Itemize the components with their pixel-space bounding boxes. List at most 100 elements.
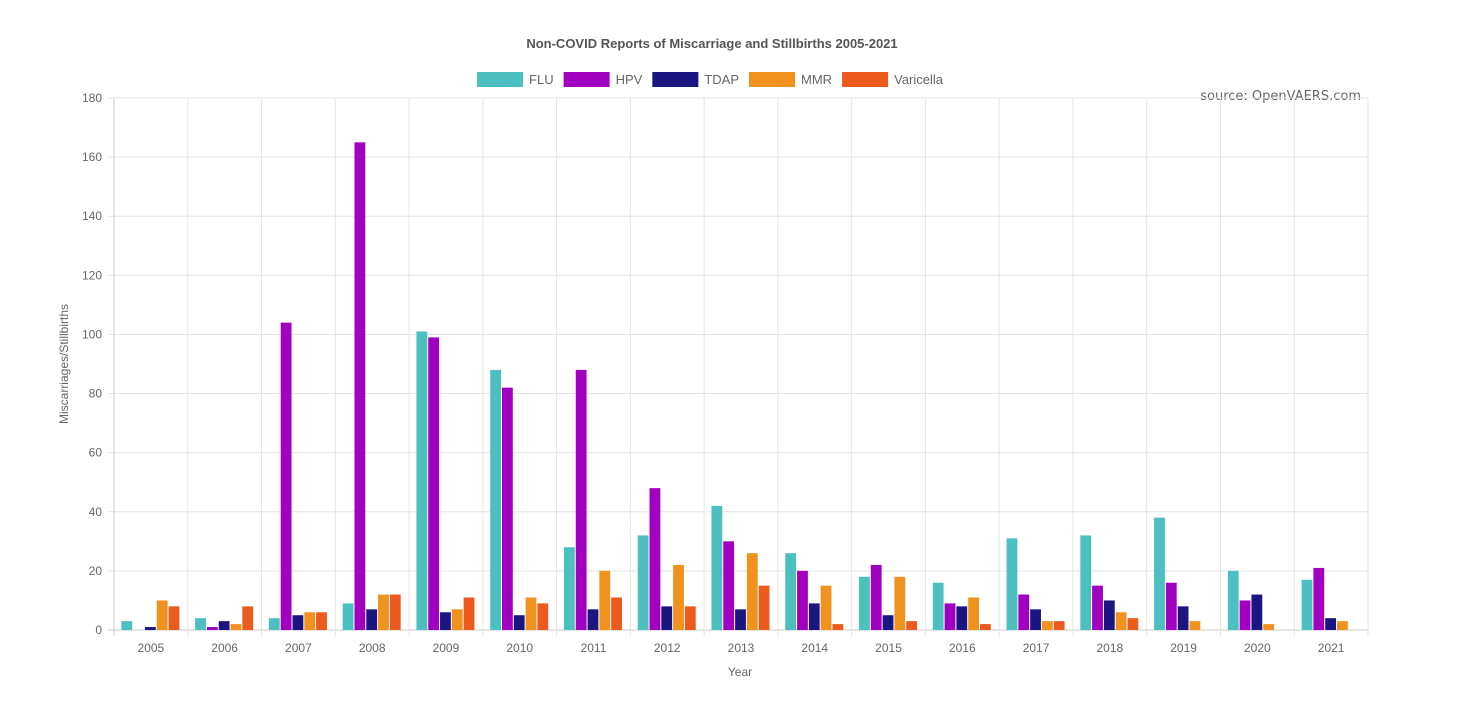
bar-flu-2018 — [1080, 535, 1092, 630]
bar-mmr-2018 — [1115, 612, 1127, 630]
x-tick-label: 2014 — [801, 641, 828, 655]
bar-tdap-2009 — [440, 612, 451, 630]
bar-tdap-2006 — [218, 621, 230, 630]
bar-hpv-2018 — [1092, 585, 1103, 630]
legend-label-mmr[interactable]: MMR — [801, 72, 832, 87]
bar-flu-2007 — [268, 618, 280, 630]
y-tick-label: 100 — [82, 327, 102, 341]
legend-swatch-varicella[interactable] — [842, 72, 889, 87]
bar-mmr-2012 — [673, 564, 684, 630]
bar-varicella-2006 — [242, 606, 254, 630]
bar-tdap-2008 — [366, 609, 378, 630]
gridlines — [108, 97, 1369, 636]
x-tick-label: 2006 — [211, 641, 238, 655]
bar-tdap-2005 — [144, 627, 156, 630]
bar-tdap-2016 — [956, 606, 968, 630]
y-tick-label: 60 — [89, 446, 103, 460]
y-tick-label: 120 — [82, 268, 102, 282]
bar-flu-2005 — [121, 621, 133, 630]
bar-flu-2009 — [416, 331, 428, 630]
bar-hpv-2010 — [502, 387, 513, 630]
bar-flu-2010 — [490, 369, 502, 630]
legend-swatch-flu[interactable] — [477, 72, 524, 87]
bar-tdap-2010 — [513, 615, 525, 630]
bar-varicella-2016 — [979, 624, 991, 630]
x-tick-label: 2005 — [138, 641, 165, 655]
bar-mmr-2020 — [1263, 624, 1275, 630]
x-tick-label: 2015 — [875, 641, 902, 655]
bar-mmr-2015 — [894, 576, 906, 630]
bar-hpv-2019 — [1165, 582, 1177, 630]
bar-mmr-2007 — [304, 612, 316, 630]
bar-flu-2012 — [637, 535, 649, 630]
x-tick-label: 2021 — [1318, 641, 1345, 655]
bar-varicella-2018 — [1127, 618, 1139, 630]
bar-mmr-2014 — [820, 585, 832, 630]
bar-hpv-2021 — [1313, 567, 1325, 630]
bar-flu-2015 — [859, 576, 870, 630]
x-tick-label: 2011 — [581, 641, 607, 655]
bar-tdap-2011 — [587, 609, 599, 630]
bar-flu-2013 — [711, 505, 723, 630]
x-tick-label: 2008 — [359, 641, 386, 655]
legend-swatch-hpv[interactable] — [563, 72, 610, 87]
y-tick-label: 20 — [89, 564, 103, 578]
bar-flu-2019 — [1154, 517, 1165, 630]
bar-mmr-2011 — [599, 570, 611, 630]
bar-mmr-2016 — [968, 597, 979, 630]
bar-flu-2017 — [1006, 538, 1018, 630]
x-tick-label: 2013 — [728, 641, 755, 655]
bar-hpv-2006 — [206, 627, 218, 630]
bar-hpv-2009 — [428, 337, 440, 630]
x-tick-label: 2017 — [1023, 641, 1050, 655]
bar-tdap-2014 — [808, 603, 820, 630]
x-tick-label: 2012 — [654, 641, 681, 655]
bar-tdap-2015 — [882, 615, 894, 630]
legend: FLU HPV TDAP MMR Varicella — [477, 72, 944, 87]
bar-mmr-2019 — [1189, 621, 1201, 630]
bar-hpv-2020 — [1239, 600, 1251, 630]
x-tick-label: 2018 — [1096, 641, 1123, 655]
bar-varicella-2009 — [463, 597, 475, 630]
legend-label-hpv[interactable]: HPV — [616, 72, 643, 87]
bar-hpv-2014 — [797, 570, 808, 630]
x-tick-label: 2016 — [949, 641, 976, 655]
bar-varicella-2011 — [611, 597, 622, 630]
bar-varicella-2005 — [168, 606, 180, 630]
bar-mmr-2017 — [1041, 621, 1053, 630]
bar-mmr-2008 — [378, 594, 389, 630]
bar-hpv-2016 — [944, 603, 956, 630]
bar-flu-2006 — [195, 618, 206, 630]
bar-flu-2021 — [1301, 579, 1313, 630]
bar-varicella-2010 — [537, 603, 549, 630]
bar-tdap-2017 — [1030, 609, 1041, 630]
bar-flu-2008 — [342, 603, 354, 630]
legend-swatch-mmr[interactable] — [749, 72, 796, 87]
bar-varicella-2014 — [832, 624, 844, 630]
bar-tdap-2007 — [292, 615, 304, 630]
legend-swatch-tdap[interactable] — [652, 72, 699, 87]
bar-tdap-2012 — [661, 606, 673, 630]
legend-label-flu[interactable]: FLU — [529, 72, 554, 87]
y-tick-label: 160 — [82, 150, 102, 164]
bar-varicella-2013 — [758, 585, 770, 630]
legend-label-varicella[interactable]: Varicella — [894, 72, 944, 87]
bar-flu-2014 — [785, 553, 797, 630]
bar-flu-2011 — [563, 547, 575, 630]
y-axis-ticks: 0 20 40 60 80 100 120 140 160 180 — [82, 91, 102, 637]
bar-varicella-2007 — [316, 612, 327, 630]
bar-tdap-2021 — [1325, 618, 1337, 630]
bar-tdap-2018 — [1103, 600, 1115, 630]
bar-tdap-2020 — [1251, 594, 1263, 630]
legend-label-tdap[interactable]: TDAP — [704, 72, 739, 87]
bars — [121, 142, 1348, 631]
bar-varicella-2008 — [389, 594, 401, 630]
bar-hpv-2011 — [575, 369, 587, 630]
bar-mmr-2013 — [746, 553, 758, 630]
source-annotation: source: OpenVAERS.com — [1200, 89, 1361, 104]
bar-hpv-2008 — [354, 142, 366, 631]
bar-mmr-2006 — [230, 624, 242, 630]
bar-hpv-2013 — [723, 541, 735, 630]
bar-tdap-2019 — [1177, 606, 1189, 630]
